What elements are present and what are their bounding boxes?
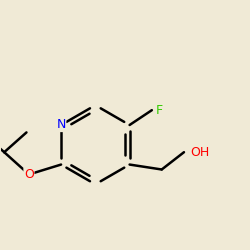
Text: O: O [24, 168, 34, 181]
Text: OH: OH [190, 146, 210, 159]
Text: F: F [156, 104, 163, 117]
Text: N: N [56, 118, 66, 132]
